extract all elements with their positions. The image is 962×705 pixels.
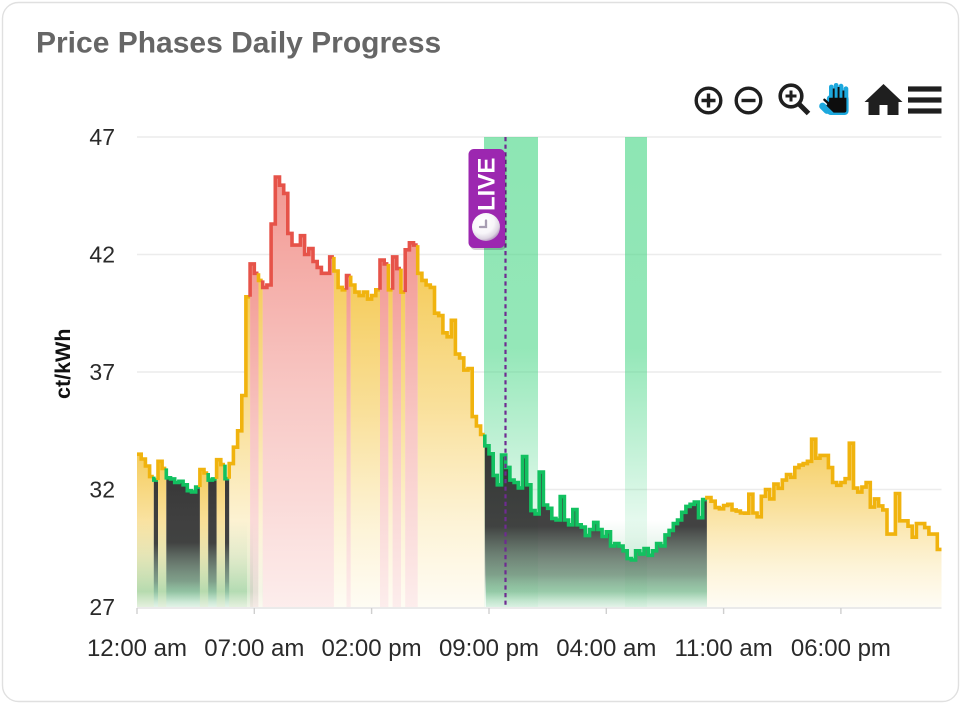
svg-text:09:00 pm: 09:00 pm: [439, 635, 539, 662]
svg-text:47: 47: [89, 124, 115, 150]
svg-text:07:00 am: 07:00 am: [204, 635, 304, 662]
svg-text:Price Phases Daily Progress: Price Phases Daily Progress: [36, 27, 441, 60]
svg-text:ct/kWh: ct/kWh: [51, 329, 75, 399]
svg-text:LIVE: LIVE: [474, 158, 501, 211]
svg-text:27: 27: [89, 594, 115, 620]
svg-text:37: 37: [89, 359, 115, 385]
svg-text:04:00 am: 04:00 am: [556, 635, 656, 662]
svg-text:11:00 am: 11:00 am: [674, 635, 772, 662]
svg-text:42: 42: [89, 242, 115, 268]
svg-text:32: 32: [89, 477, 115, 503]
svg-text:12:00 am: 12:00 am: [87, 635, 187, 662]
svg-text:02:00 pm: 02:00 pm: [322, 635, 422, 662]
svg-text:06:00 pm: 06:00 pm: [791, 635, 891, 662]
